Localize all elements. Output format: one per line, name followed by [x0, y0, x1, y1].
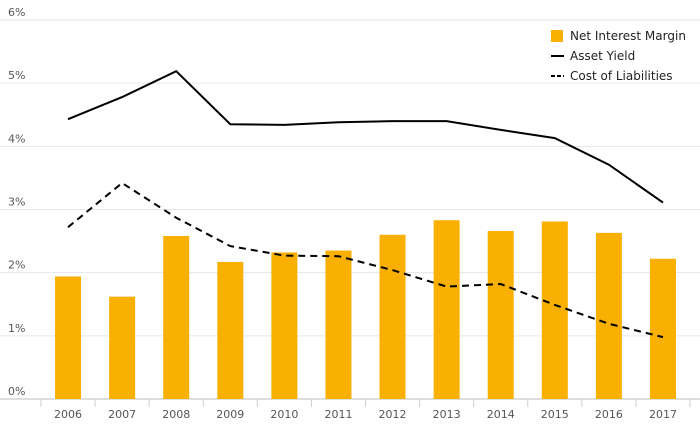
- x-tick-label: 2011: [324, 408, 352, 421]
- y-tick-label: 5%: [8, 69, 25, 82]
- asset-yield-line: [67, 69, 664, 204]
- x-tick-label: 2009: [216, 408, 244, 421]
- x-tick-label: 2013: [433, 408, 461, 421]
- x-tick-label: 2017: [649, 408, 677, 421]
- legend-label: Cost of Liabilities: [570, 69, 673, 83]
- y-tick-label: 2%: [8, 259, 25, 272]
- axis-layer: 0% 1% 2% 3% 4% 5% 6% 2006 2007 2008 2009 2010 2011 20…: [8, 6, 691, 421]
- bar: [55, 276, 82, 399]
- legend-layer: Net Interest Margin Asset Yield Cost of Li…: [551, 29, 686, 83]
- x-tick-label: 2010: [270, 408, 298, 421]
- bar: [649, 258, 676, 399]
- bar-layer: [55, 220, 676, 399]
- bar: [271, 252, 298, 399]
- x-tick-label: 2012: [379, 408, 407, 421]
- y-tick-label: 4%: [8, 132, 25, 145]
- x-tick-label: 2016: [595, 408, 623, 421]
- bar: [379, 234, 406, 399]
- x-tick-label: 2015: [541, 408, 569, 421]
- cost-of-liabilities-line: [67, 181, 664, 339]
- bar: [541, 221, 568, 399]
- bar: [109, 296, 136, 399]
- x-tick-label: 2008: [162, 408, 190, 421]
- x-tick-label: 2014: [487, 408, 515, 421]
- bar: [325, 250, 352, 399]
- y-tick-label: 6%: [8, 6, 25, 19]
- y-tick-label: 0%: [8, 385, 25, 398]
- y-tick-label: 3%: [8, 196, 25, 209]
- y-tick-label: 1%: [8, 322, 25, 335]
- bar: [433, 220, 460, 399]
- legend-label: Asset Yield: [570, 49, 635, 63]
- legend-label: Net Interest Margin: [570, 29, 686, 43]
- x-tick-label: 2007: [108, 408, 136, 421]
- bar: [595, 232, 622, 399]
- bar: [487, 230, 514, 399]
- line-layer: [67, 69, 664, 339]
- legend-swatch: [551, 30, 563, 42]
- bar: [163, 236, 190, 399]
- bar: [217, 261, 244, 399]
- x-tick-label: 2006: [54, 408, 82, 421]
